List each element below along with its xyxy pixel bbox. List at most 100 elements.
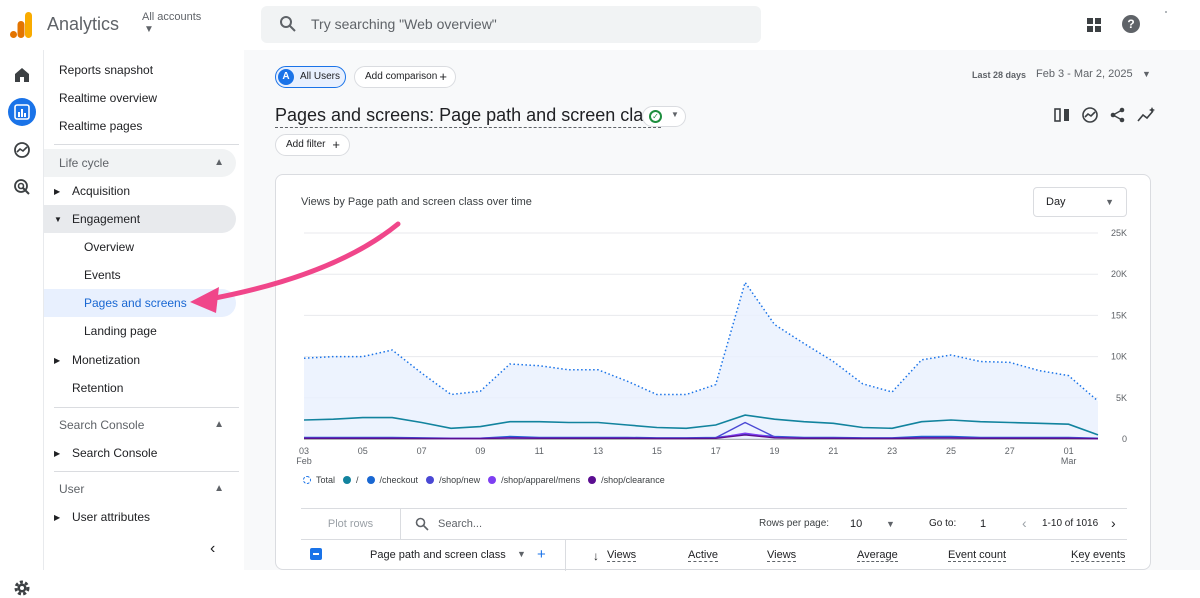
search-icon [415, 517, 429, 531]
nav-engagement[interactable]: Engagement [44, 205, 236, 233]
legend-swatch [303, 476, 311, 484]
series-line-5 [304, 434, 1099, 440]
nav-retention[interactable]: Retention [72, 381, 124, 395]
segment-chip[interactable]: A All Users [275, 66, 346, 88]
column-dimension-header[interactable]: Page path and screen class [370, 549, 506, 561]
collapse-nav-icon[interactable]: ‹ [210, 540, 216, 557]
nav-reports-snapshot[interactable]: Reports snapshot [59, 63, 154, 77]
x-tick-label: 09 [475, 446, 485, 456]
share-icon[interactable] [1109, 106, 1127, 124]
prev-page-icon[interactable]: ‹ [1022, 515, 1027, 531]
expand-search-console-icon[interactable]: ▶ [54, 449, 61, 458]
apps-grid-icon[interactable] [1086, 17, 1102, 33]
insights-icon[interactable] [1081, 106, 1099, 124]
legend-item[interactable]: /shop/clearance [588, 475, 665, 485]
pagination-label: 1-10 of 1016 [1042, 518, 1099, 529]
account-selector[interactable]: All accounts [142, 11, 202, 23]
select-all-checkbox[interactable] [310, 548, 322, 560]
nav-events[interactable]: Events [84, 268, 121, 282]
y-tick-label: 15K [1111, 310, 1127, 320]
advertising-button[interactable] [8, 173, 36, 201]
reports-button[interactable] [8, 98, 36, 126]
column-key-events-header[interactable]: Key events [1071, 549, 1126, 562]
goto-input[interactable]: 1 [980, 518, 987, 530]
key-events-header-label: Key events [1071, 549, 1126, 562]
x-tick-label: 13 [593, 446, 603, 456]
column-average-header[interactable]: Average [857, 549, 898, 562]
next-page-icon[interactable]: › [1111, 515, 1116, 531]
chevron-down-icon: ▼ [671, 110, 679, 119]
legend-item[interactable]: Total [303, 475, 335, 485]
nav-user-attributes[interactable]: User attributes [72, 510, 151, 524]
nav-monetization[interactable]: Monetization [72, 353, 141, 367]
series-line-1 [303, 414, 1099, 436]
add-dimension-icon[interactable]: + [537, 546, 546, 563]
page-title[interactable]: Pages and screens: Page path and screen … [275, 105, 662, 128]
plot-rows-button[interactable]: Plot rows [301, 509, 401, 540]
nav-acquisition[interactable]: Acquisition [72, 184, 131, 198]
explore-icon [14, 142, 30, 158]
analytics-logo-icon[interactable] [10, 12, 34, 38]
nav-divider [54, 144, 239, 145]
add-comparison-button[interactable]: Add comparison + [354, 66, 456, 88]
legend-item[interactable]: /checkout [366, 475, 419, 485]
date-range-label[interactable]: Last 28 days [972, 70, 1027, 80]
nav-section-search-console[interactable]: Search Console ▲ [44, 411, 236, 439]
nav-realtime-pages[interactable]: Realtime pages [59, 119, 143, 133]
add-filter-button[interactable]: Add filter + [275, 134, 350, 156]
x-tick-label: 11 [535, 446, 544, 456]
sort-desc-icon[interactable]: ↓ [593, 549, 599, 563]
legend-item[interactable]: /shop/apparel/mens [488, 475, 580, 485]
explore-button[interactable] [8, 136, 36, 164]
nav-section-lifecycle[interactable]: Life cycle ▲ [44, 149, 236, 177]
nav-section-user[interactable]: User ▲ [44, 475, 236, 503]
legend-label: /shop/apparel/mens [501, 475, 581, 485]
account-caret-icon[interactable]: ▼ [144, 24, 154, 35]
lifecycle-label: Life cycle [59, 156, 110, 170]
expand-acquisition-icon[interactable]: ▶ [54, 187, 61, 196]
table-toolbar: Plot rows Search... Rows per page: 10 ▼ … [301, 508, 1127, 540]
chevron-down-icon[interactable]: ▼ [886, 519, 895, 529]
column-views-header[interactable]: Views [607, 549, 637, 562]
y-tick-label: 0 [1122, 434, 1127, 444]
nav-overview[interactable]: Overview [84, 240, 135, 254]
report-status-chip[interactable]: ✓ ▼ [642, 106, 686, 127]
home-icon [15, 68, 29, 82]
chevron-up-icon: ▲ [214, 157, 224, 168]
event-count-header-label: Event count [948, 549, 1007, 562]
granularity-select[interactable]: Day ▼ [1033, 187, 1127, 217]
rows-per-page-select[interactable]: 10 [850, 518, 863, 530]
nav-realtime-overview[interactable]: Realtime overview [59, 91, 158, 105]
dimension-dropdown-icon[interactable]: ▼ [517, 549, 526, 559]
settings-gear-icon[interactable] [12, 578, 32, 598]
legend-item[interactable]: /shop/new [426, 475, 480, 485]
legend-label: Total [316, 475, 336, 485]
compare-columns-icon[interactable] [1053, 106, 1071, 124]
legend-item[interactable]: / [343, 475, 359, 485]
home-button[interactable] [8, 61, 36, 89]
date-range-value[interactable]: Feb 3 - Mar 2, 2025 [1036, 68, 1133, 80]
search-bar[interactable]: Try searching "Web overview" [261, 6, 761, 43]
nav-search-console[interactable]: Search Console [72, 446, 158, 460]
chart-legend: Total / /checkout/shop/new/shop/apparel/me… [303, 475, 673, 485]
arrow-shaft [207, 221, 401, 302]
column-separator [565, 539, 566, 571]
date-caret-icon[interactable]: ▼ [1142, 69, 1151, 79]
plus-icon: + [332, 137, 340, 152]
expand-monetization-icon[interactable]: ▶ [54, 356, 61, 365]
legend-label: / [356, 475, 359, 485]
column-views2-header[interactable]: Views [767, 549, 797, 562]
column-active-header[interactable]: Active [688, 549, 718, 562]
expand-user-attributes-icon[interactable]: ▶ [54, 513, 61, 522]
table-search-input[interactable]: Search... [438, 518, 483, 530]
nav-landing-page[interactable]: Landing page [84, 324, 157, 338]
top-bar: Analytics All accounts ▼ Try searching "… [0, 0, 1200, 50]
column-event-count-header[interactable]: Event count [948, 549, 1007, 562]
check-circle-icon: ✓ [649, 110, 662, 123]
legend-label: /checkout [379, 475, 419, 485]
y-tick-label: 10K [1111, 352, 1127, 362]
chart-card: Views by Page path and screen class over… [275, 174, 1151, 571]
help-icon[interactable]: ? [1122, 15, 1140, 33]
collapse-engagement-icon[interactable]: ▼ [54, 215, 62, 224]
sparkle-trend-icon[interactable] [1137, 106, 1157, 124]
